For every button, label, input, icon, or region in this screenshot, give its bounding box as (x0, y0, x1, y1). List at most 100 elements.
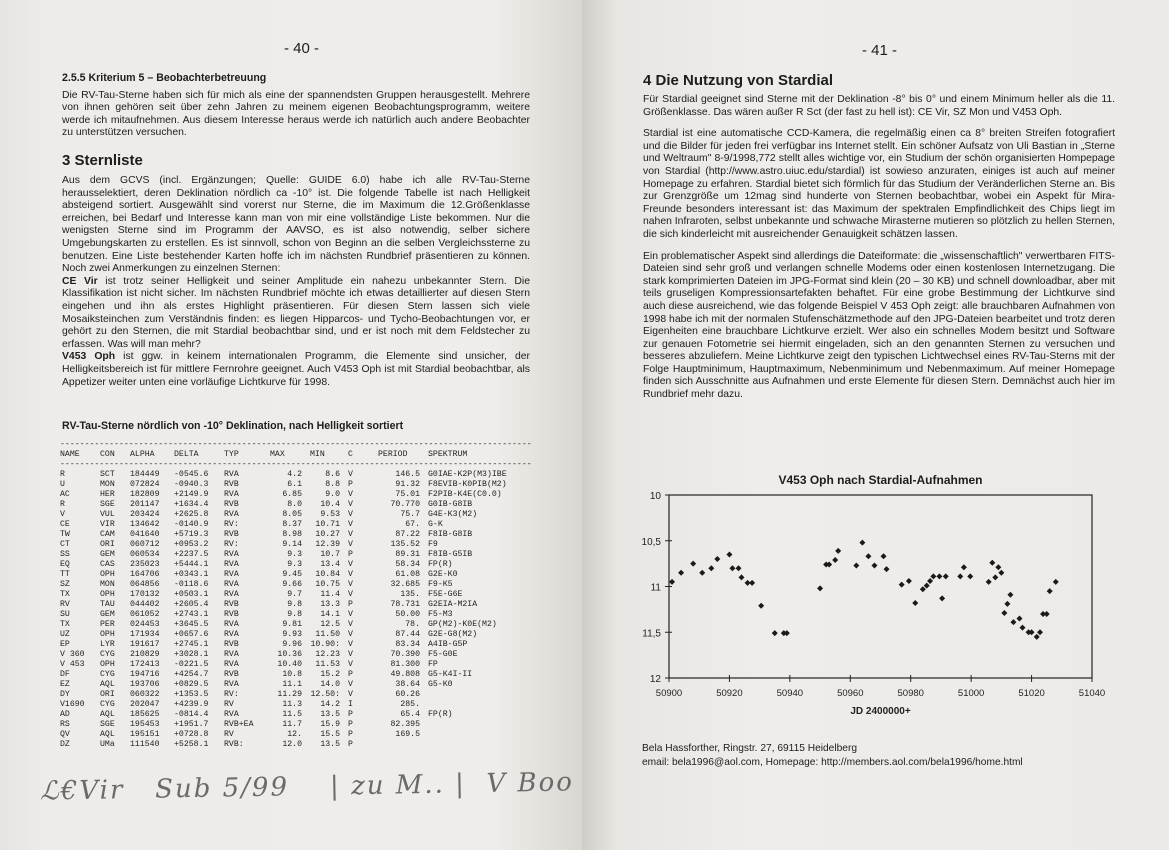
table-cell: RVA (224, 630, 239, 639)
data-point (1040, 610, 1047, 617)
table-cell: R (60, 500, 65, 509)
table-cell: +5258.1 (174, 740, 209, 749)
table-cell: 12.39 (315, 540, 340, 549)
table-row: R SGE 201147 +1634.4 RVB 8.0 10.4 V 70.770 G0IB-G… (60, 500, 538, 510)
data-point (678, 569, 685, 576)
data-point (823, 561, 830, 568)
data-point (832, 556, 839, 563)
data-point (835, 547, 842, 554)
data-point (1001, 610, 1008, 617)
table-cell: RVA (224, 550, 239, 559)
table-cell: EZ (60, 680, 70, 689)
table-cell: 12.0 (282, 740, 302, 749)
table-cell (428, 720, 538, 730)
table-cell: RVA (224, 710, 239, 719)
table-cell: SU (60, 610, 70, 619)
table-row: TX PER 024453 +3645.5 RVA 9.81 12.5 V 78. GP(M2)-… (60, 620, 538, 630)
data-point (780, 630, 787, 637)
table-rule: ----------------------------------------… (60, 440, 532, 449)
table-cell: 12.5 (320, 620, 340, 629)
table-cell: G4E-K3(M2) (428, 510, 478, 519)
table-cell: RV (224, 700, 234, 709)
table-cell (378, 740, 428, 750)
table-cell: RVA (224, 510, 239, 519)
table-row: V 360 CYG 210829 +3028.1 RVA 10.36 12.23 V 70.39… (60, 650, 538, 660)
table-cell: 111540 (130, 740, 160, 749)
table-cell: +2237.5 (174, 550, 209, 559)
table-cell: 9.0 (325, 490, 340, 499)
table-cell: RVB: (224, 740, 244, 749)
data-point (853, 562, 860, 569)
table-cell: FP(R) (428, 560, 453, 569)
table-cell: HER (100, 490, 115, 499)
data-point (985, 578, 992, 585)
table-row: DY ORI 060322 +1353.5 RV: 11.29 12.50: V 60.26 (60, 690, 538, 700)
table-row: V 453 OPH 172413 -0221.5 RVA 10.40 11.53 V 81.30… (60, 660, 538, 670)
table-cell: +2745.1 (174, 640, 209, 649)
table-cell: V (348, 560, 353, 569)
table-cell: 15.9 (320, 720, 340, 729)
section-heading: 2.5.5 Kriterium 5 – Beobachterbetreuung (62, 72, 267, 84)
table-cell: 9.53 (320, 510, 340, 519)
x-tick-label: 51000 (958, 688, 984, 699)
data-point (998, 569, 1005, 576)
table-cell: +2605.4 (174, 600, 209, 609)
table-cell: 169.5 (395, 730, 420, 739)
data-point (1028, 629, 1035, 636)
data-point (1004, 600, 1011, 607)
table-cell: RVA (224, 490, 239, 499)
table-cell: U (60, 480, 65, 489)
table-cell: RVA (224, 570, 239, 579)
table-cell: 10.84 (315, 570, 340, 579)
table-cell: +0953.2 (174, 540, 209, 549)
x-tick-label: 51040 (1079, 688, 1105, 699)
table-row: V1690 CYG 202047 +4239.9 RV 11.3 14.2 I 285. (60, 700, 538, 710)
data-point (726, 551, 733, 558)
star-table: ----------------------------------------… (60, 440, 538, 750)
table-cell: 164706 (130, 570, 160, 579)
table-cell: P (348, 710, 353, 719)
table-cell: 14.2 (320, 700, 340, 709)
table-cell: TW (60, 530, 70, 539)
table-cell: AQL (100, 710, 115, 719)
data-point (738, 574, 745, 581)
table-cell: 14.1 (320, 610, 340, 619)
table-cell: 235023 (130, 560, 160, 569)
table-cell: 8.8 (325, 480, 340, 489)
table-cell: A4IB-G5P (428, 640, 468, 649)
table-cell: DF (60, 670, 70, 679)
data-point (923, 582, 930, 589)
table-cell: P (348, 720, 353, 729)
table-cell: +4254.7 (174, 670, 209, 679)
table-cell: -0140.9 (174, 520, 209, 529)
table-cell: 9.93 (282, 630, 302, 639)
data-point (871, 562, 878, 569)
table-cell: 6.85 (282, 490, 302, 499)
table-cell: CYG (100, 700, 115, 709)
column-header: TYP (224, 450, 239, 459)
table-cell: R (60, 470, 65, 479)
table-cell: GEM (100, 550, 115, 559)
table-cell: 9.14 (282, 540, 302, 549)
table-cell: UMa (100, 740, 115, 749)
table-cell: F2PIB-K4E(C0.0) (428, 490, 502, 499)
page-number: - 41 - (862, 42, 898, 59)
table-cell: 78.731 (390, 600, 420, 609)
data-point (1052, 578, 1059, 585)
paragraph-text: ist trotz seiner Helligkeit und seiner A… (62, 275, 530, 350)
table-cell: TAU (100, 600, 115, 609)
table-cell: 024453 (130, 620, 160, 629)
table-cell: -0940.3 (174, 480, 209, 489)
table-cell: RVA (224, 580, 239, 589)
table-cell: 12. (287, 730, 302, 739)
data-point (826, 561, 833, 568)
table-cell: CAM (100, 530, 115, 539)
table-cell: 82.395 (390, 720, 420, 729)
table-cell: 185625 (130, 710, 160, 719)
x-tick-label: 50980 (898, 688, 924, 699)
table-cell: 81.300 (390, 660, 420, 669)
table-cell (428, 740, 538, 750)
table-cell: G2EIA-M2IA (428, 600, 478, 609)
table-row: R SCT 184449 -0545.6 RVA 4.2 8.6 V 146.5 G0IAE-K2… (60, 470, 538, 480)
y-tick-label: 10,5 (642, 537, 662, 548)
